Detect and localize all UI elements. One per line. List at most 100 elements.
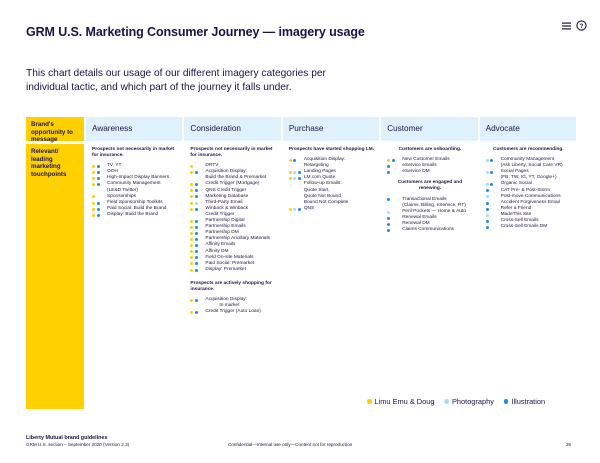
touchpoint-item: Sponsorships xyxy=(92,194,177,200)
yellow-dot-icon xyxy=(190,262,194,266)
blue-dot-icon xyxy=(194,171,198,175)
touchpoint-label: Display: Premarket xyxy=(205,266,246,272)
blue-dot-icon xyxy=(96,177,100,181)
touchpoints-row: Relevant/ leading marketing touchpoints … xyxy=(26,144,576,409)
touchpoint-item: Partnership Digital xyxy=(190,218,275,224)
imagery-dots xyxy=(190,212,205,214)
touchpoint-label: Acquisition Display: xyxy=(205,297,247,303)
imagery-dots xyxy=(190,309,205,315)
touchpoint-item: Community Management xyxy=(92,181,177,187)
page-number: 26 xyxy=(566,442,572,447)
touchpoint-label: DRTV xyxy=(205,163,219,169)
imagery-dots xyxy=(190,218,205,223)
blue-dot-icon xyxy=(387,171,391,175)
legend-label: Illustration xyxy=(511,397,546,406)
column-section-heading: Prospects are actively shopping for insu… xyxy=(190,280,272,292)
yellow-dot-icon xyxy=(190,164,194,168)
yellow-dot-icon xyxy=(92,195,95,199)
blue-dot-icon xyxy=(194,183,198,187)
touchpoint-item: Field On-site Materials xyxy=(190,255,275,261)
stage-purchase: Purchase xyxy=(282,117,380,141)
imagery-dots xyxy=(92,163,107,168)
touchpoint-item: QNS Credit Trigger xyxy=(190,188,275,194)
yellow-dot-icon xyxy=(288,207,292,211)
imagery-dots xyxy=(190,224,205,229)
yellow-dot-icon xyxy=(190,232,194,236)
imagery-dots xyxy=(92,181,107,187)
imagery-dots xyxy=(190,261,205,266)
yellow-dot-icon xyxy=(387,158,391,162)
help-icon[interactable]: ? xyxy=(576,20,587,31)
imagery-dots xyxy=(190,194,205,199)
imagery-dots xyxy=(190,163,205,168)
blue-dot-icon xyxy=(391,158,395,162)
column-section-heading: Prospects not necessarily in market for … xyxy=(190,147,273,159)
imagery-dots xyxy=(485,194,501,199)
imagery-dots xyxy=(92,212,107,217)
touchpoint-label: Build the Brand & Premarket xyxy=(205,175,267,181)
touchpoint-item: Quote Start, xyxy=(289,188,374,194)
blue-dot-icon xyxy=(490,183,494,187)
touchpoint-label: OOH xyxy=(107,169,118,175)
blue-dot-icon xyxy=(194,189,198,193)
imagery-dots xyxy=(485,169,501,175)
touchpoint-item: Marketing Database xyxy=(190,194,275,200)
touchpoint-item: Acquisition Display: xyxy=(288,157,374,163)
touchpoint-item: Refer a Friend xyxy=(485,206,571,212)
menu-icon[interactable] xyxy=(561,21,572,31)
touchpoint-item: High-Impact Display Banners xyxy=(92,175,177,181)
blue-dot-icon xyxy=(297,207,301,211)
touchpoint-label: Acquisition Display: xyxy=(303,157,346,163)
light-blue-dot-icon xyxy=(194,201,198,205)
blue-dot-icon xyxy=(387,216,391,220)
touchpoint-item: Acquisition Display: xyxy=(190,297,275,303)
blue-dot-icon xyxy=(194,244,198,248)
column-customer: Customers are onboarding. New Customer Em… xyxy=(381,144,477,409)
touchpoint-label: Renewal Emails xyxy=(402,214,437,220)
yellow-dot-icon xyxy=(190,268,194,272)
blue-dot-icon xyxy=(194,256,198,260)
blue-dot-icon xyxy=(297,171,301,175)
touchpoint-label: MadeThis Site xyxy=(500,211,532,217)
blue-dot-icon xyxy=(194,207,198,211)
touchpoint-label: Retargeting xyxy=(303,163,329,169)
imagery-dots xyxy=(387,215,402,220)
touchpoint-item: DRTV xyxy=(190,163,275,169)
imagery-dots xyxy=(387,163,402,168)
column-consideration: Prospects not necessarily in market for … xyxy=(184,144,280,409)
column-section-heading: Prospects not necessarily in market for … xyxy=(92,147,175,159)
blue-dot-icon xyxy=(96,201,100,205)
touchpoint-label: Partnership Digital xyxy=(205,218,245,224)
imagery-dots xyxy=(485,212,501,217)
blue-dot-icon xyxy=(194,232,198,236)
blue-dot-icon xyxy=(387,164,391,168)
yellow-dot-icon xyxy=(190,219,194,223)
imagery-dots xyxy=(190,297,205,302)
touchpoint-item: Renewal DM xyxy=(387,221,472,227)
light-blue-dot-icon xyxy=(293,207,297,211)
touchpoint-label: Marketing Database xyxy=(205,193,249,199)
yellow-dot-icon xyxy=(92,164,95,168)
blue-dot-icon xyxy=(194,268,198,272)
footer-confidential: Confidential—Internal use only—Content n… xyxy=(228,442,353,447)
blue-dot-icon xyxy=(485,225,489,229)
imagery-dots xyxy=(92,200,107,205)
imagery-dots xyxy=(485,206,501,211)
yellow-dot-icon xyxy=(190,256,194,260)
touchpoint-item: Peril Pockets — Home & Auto xyxy=(387,209,472,215)
imagery-dots xyxy=(190,230,205,236)
imagery-dots xyxy=(190,175,205,177)
blue-dot-icon xyxy=(194,311,198,315)
touchpoint-item: Follow-up Emails: xyxy=(289,181,374,187)
blue-dot-icon xyxy=(293,158,297,162)
blue-dot-icon xyxy=(194,195,198,199)
blue-dot-icon xyxy=(194,298,198,302)
legend: Limu Emu & Doug Photography Illustration xyxy=(367,397,545,406)
blue-dot-icon xyxy=(485,189,489,193)
touchpoint-item: In market xyxy=(190,303,275,309)
touchpoint-item: MadeThis Site xyxy=(485,211,571,218)
light-blue-dot-icon xyxy=(387,210,391,214)
imagery-dots xyxy=(485,218,501,223)
yellow-dot-icon xyxy=(288,158,292,162)
touchpoint-label: Community Management xyxy=(107,181,161,187)
